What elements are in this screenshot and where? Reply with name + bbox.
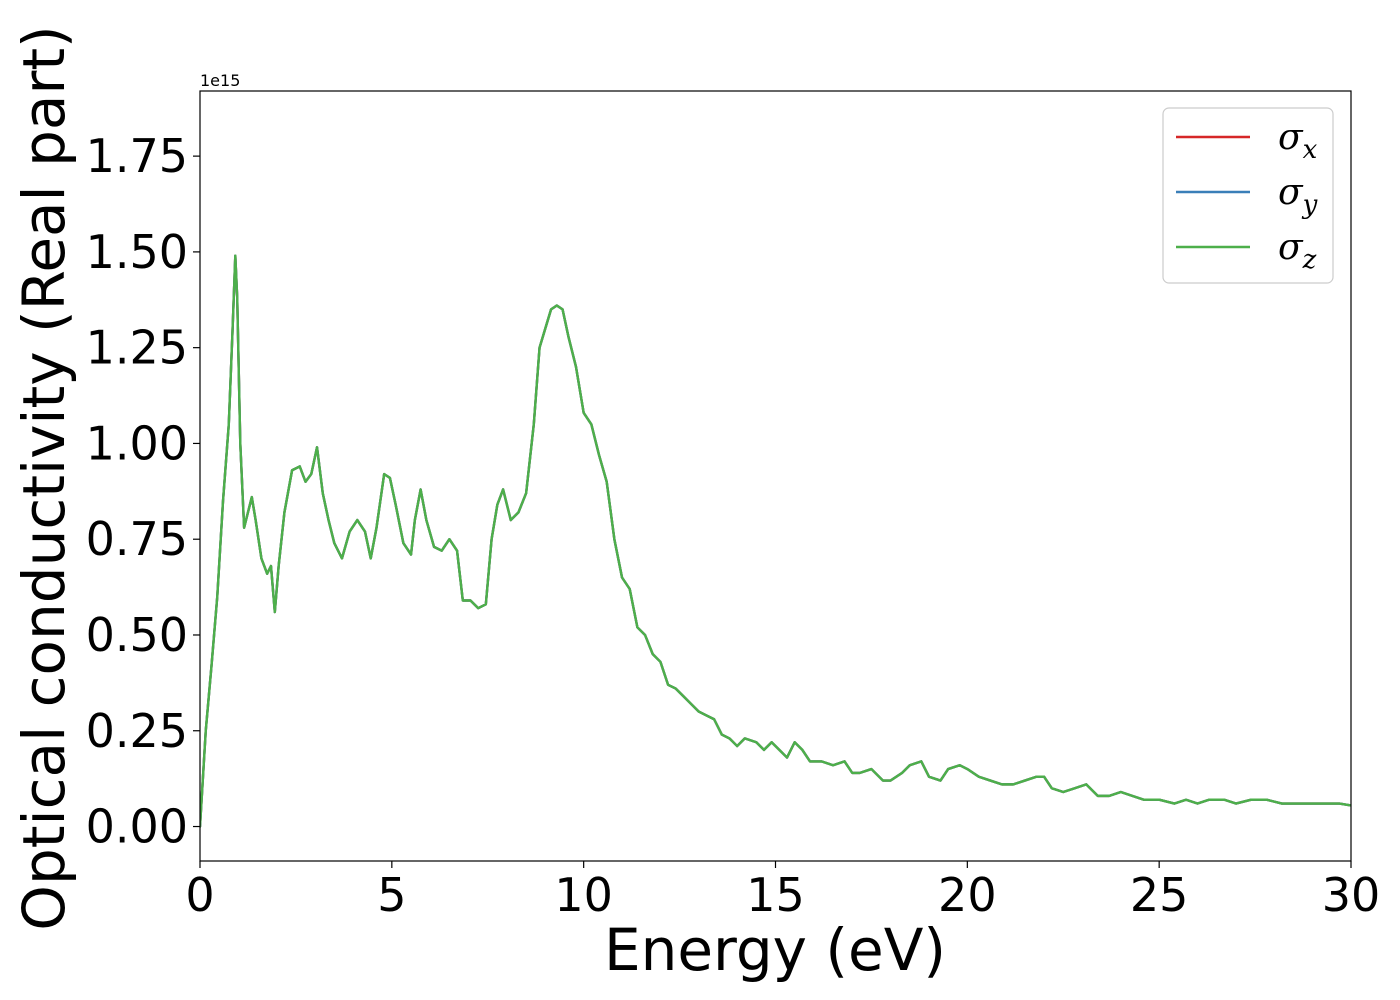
series-line-z <box>200 254 1351 828</box>
legend: σx σy σz <box>1162 107 1334 284</box>
y-tick-label: 1.50 <box>86 225 188 279</box>
x-tick-label: 25 <box>1130 868 1189 922</box>
y-tick-label: 1.25 <box>86 321 188 375</box>
y-tick-label: 1.00 <box>86 416 188 470</box>
x-tick-label: 30 <box>1322 868 1381 922</box>
series-layer <box>200 254 1351 828</box>
legend-label-x: σx <box>1278 117 1318 165</box>
x-axis-label: Energy (eV) <box>604 916 946 984</box>
legend-label-z: σz <box>1278 227 1317 275</box>
y-axis-label: Optical conductivity (Real part) <box>10 25 78 930</box>
y-tick-label: 1.75 <box>86 129 188 183</box>
x-tick-label: 10 <box>554 868 613 922</box>
y-tick-label: 0.00 <box>86 800 188 854</box>
x-axis-ticks: 0 5 10 15 20 25 30 <box>185 861 1380 922</box>
x-tick-label: 20 <box>938 868 997 922</box>
legend-box <box>1162 107 1334 284</box>
y-tick-label: 0.50 <box>86 608 188 662</box>
y-tick-label: 0.25 <box>86 704 188 758</box>
x-tick-label: 5 <box>377 868 406 922</box>
x-tick-label: 0 <box>185 868 214 922</box>
y-axis-ticks: 0.00 0.25 0.50 0.75 1.00 1.25 1.50 1.75 <box>86 129 200 854</box>
legend-label-y: σy <box>1278 172 1318 220</box>
x-tick-label: 15 <box>746 868 805 922</box>
y-tick-label: 0.75 <box>86 512 188 566</box>
y-axis-offset-label: 1e15 <box>200 71 240 90</box>
